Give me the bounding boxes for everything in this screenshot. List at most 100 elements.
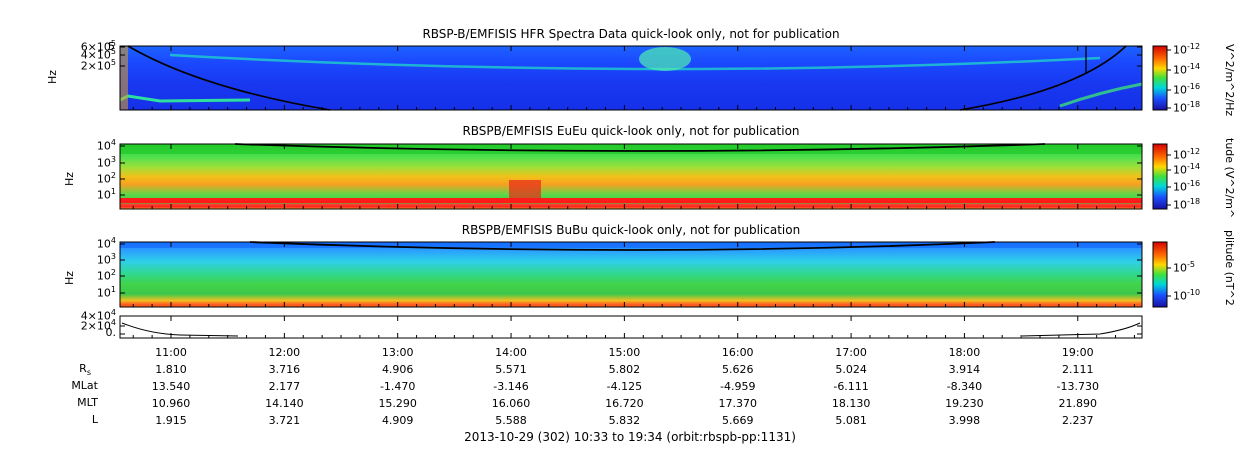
ephemeris-value: 4.906: [381, 363, 414, 376]
y-tick-label: 103: [96, 155, 116, 170]
ephemeris-value: 16.720: [605, 397, 644, 410]
colorbar-tick-label: 10-5: [1173, 260, 1195, 275]
ephemeris-value: -1.470: [379, 380, 416, 393]
eueu-cyclotron-line: [234, 143, 1046, 152]
eph-label-mlt: MLT: [77, 396, 98, 409]
time-tick-label: 19:00: [1061, 346, 1094, 359]
ephemeris-value: 3.914: [948, 363, 981, 376]
ephemeris-value: -6.111: [833, 380, 869, 393]
eueu-burst: [509, 180, 541, 202]
time-tick-label: 13:00: [381, 346, 414, 359]
colorbar-tick-label: 10-10: [1173, 288, 1201, 303]
colorbar-3: [1152, 241, 1168, 308]
panel-3-frame: [119, 241, 1143, 308]
eph-label-l: L: [91, 413, 98, 426]
ephemeris-value: -3.146: [493, 380, 529, 393]
ephemeris-value: 1.915: [155, 414, 187, 427]
bottom-line-plot-bg: [120, 316, 1142, 338]
ephemeris-value: 5.571: [495, 363, 527, 376]
ephemeris-value: 3.716: [268, 363, 301, 376]
time-tick-label: 15:00: [608, 346, 641, 359]
eueu-top-band: [120, 144, 1142, 154]
ephemeris-value: 4.909: [381, 414, 414, 427]
ephemeris-value: 21.890: [1058, 397, 1098, 410]
y-tick-label: 4×104: [80, 308, 116, 323]
bubu-spectrogram: [120, 242, 1142, 307]
y-tick-label: 104: [96, 236, 116, 251]
time-tick-label: 11:00: [155, 346, 187, 359]
colorbar-2: [1152, 143, 1168, 210]
ephemeris-value: 17.370: [718, 397, 757, 410]
colorbar-1: [1152, 45, 1168, 111]
ephemeris-value: 13.540: [151, 380, 191, 393]
ephemeris-value: 5.832: [608, 414, 641, 427]
time-tick-label: 18:00: [948, 346, 981, 359]
eph-label-r: Rs: [79, 362, 91, 378]
y-tick-label: 0.: [105, 326, 117, 339]
ephemeris-value: 5.024: [835, 363, 867, 376]
colorbar-tick-label: 10-14: [1173, 62, 1201, 77]
colorbar-tick-label: 10-18: [1173, 197, 1201, 212]
footer-time-range: 2013-10-29 (302) 10:33 to 19:34 (orbit:r…: [464, 430, 796, 444]
ephemeris-value: 3.721: [268, 414, 301, 427]
eueu-low-line: [120, 198, 1142, 203]
y-tick-label: 101: [96, 187, 116, 202]
colorbar-tick-label: 10-18: [1173, 100, 1201, 115]
ephemeris-value: 2.177: [268, 380, 301, 393]
panel-2-title: RBSPB/EMFISIS EuEu quick-look only, not …: [462, 124, 800, 138]
y-tick-label: 104: [96, 138, 116, 153]
y-tick-label: 4×105: [80, 47, 116, 62]
panel-4-frame: [119, 315, 1143, 339]
time-tick-label: 16:00: [721, 346, 754, 359]
panel-1-title: RBSP-B/EMFISIS HFR Spectra Data quick-lo…: [422, 27, 840, 41]
colorbar-tick-label: 10-16: [1173, 179, 1201, 194]
ephemeris-value: 16.060: [491, 397, 531, 410]
y-tick-label: 102: [96, 171, 116, 186]
hfr-left-edge: [120, 46, 128, 110]
hfr-right-band: [1059, 82, 1143, 108]
ephemeris-value: -4.125: [606, 380, 643, 393]
hfr-plasma-line-right: [959, 45, 1127, 111]
time-tick-label: 17:00: [835, 346, 867, 359]
ephemeris-value: 14.140: [265, 397, 304, 410]
y-tick-label: 2×104: [80, 318, 116, 333]
hfr-bright-patch: [639, 47, 691, 71]
panel-3-title: RBSPB/EMFISIS BuBu quick-look only, not …: [461, 223, 801, 237]
ephemeris-value: -13.730: [1056, 380, 1099, 393]
ephemeris-value: 19.230: [945, 397, 984, 410]
y-tick-label: 6×105: [80, 39, 116, 54]
colorbar-tick-label: 10-12: [1173, 42, 1201, 57]
ephemeris-value: 2.111: [1062, 363, 1094, 376]
time-tick-label: 14:00: [495, 346, 527, 359]
colorbar-tick-label: 10-14: [1173, 162, 1201, 177]
y-tick-label: 103: [96, 252, 116, 267]
panel-1-frame: [119, 45, 1143, 111]
panel-2-frame: [119, 143, 1143, 210]
ephemeris-value: 5.626: [721, 363, 754, 376]
y-tick-label: 101: [96, 285, 116, 300]
time-tick-label: 12:00: [268, 346, 301, 359]
bubu-top-band: [120, 242, 1142, 248]
ephemeris-value: 18.130: [831, 397, 871, 410]
ephemeris-value: 10.960: [151, 397, 191, 410]
eph-label-mlat: MLat: [71, 379, 98, 392]
ephemeris-value: -8.340: [946, 380, 983, 393]
ephemeris-value: -4.959: [719, 380, 756, 393]
bottom-line-series: [121, 322, 1141, 337]
hfr-spectrogram: [120, 46, 1142, 110]
y-tick-label: 5: [108, 40, 115, 53]
ephemeris-value: 3.998: [948, 414, 981, 427]
bubu-cyclotron-line: [249, 241, 996, 251]
y-tick-label: 102: [96, 268, 116, 283]
y-tick-label: 2×105: [80, 58, 116, 73]
ephemeris-value: 2.237: [1062, 414, 1094, 427]
ephemeris-value: 5.802: [608, 363, 641, 376]
hfr-emission-band: [169, 53, 1101, 71]
hfr-plasma-line-left: [127, 45, 331, 111]
ephemeris-value: 15.290: [378, 397, 417, 410]
ephemeris-value: 5.081: [835, 414, 867, 427]
ephemeris-value: 1.810: [155, 363, 187, 376]
ephemeris-value: 5.588: [495, 414, 527, 427]
ephemeris-value: 5.669: [721, 414, 754, 427]
